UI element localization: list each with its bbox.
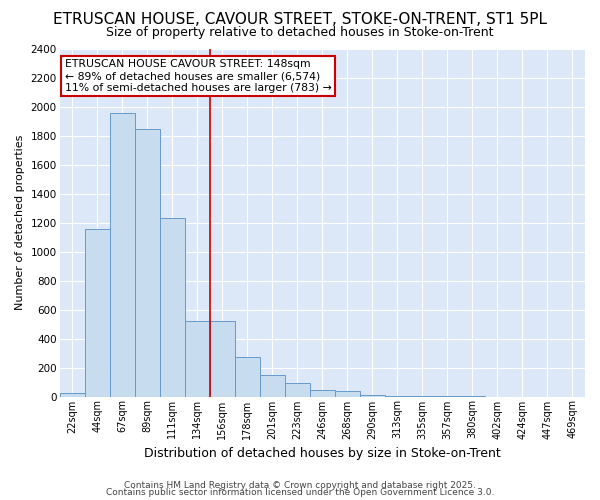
Bar	[59, 394, 85, 396]
Bar	[160, 218, 185, 396]
Text: ETRUSCAN HOUSE, CAVOUR STREET, STOKE-ON-TRENT, ST1 5PL: ETRUSCAN HOUSE, CAVOUR STREET, STOKE-ON-…	[53, 12, 547, 28]
Text: Contains HM Land Registry data © Crown copyright and database right 2025.: Contains HM Land Registry data © Crown c…	[124, 480, 476, 490]
Bar	[110, 112, 134, 397]
Text: Size of property relative to detached houses in Stoke-on-Trent: Size of property relative to detached ho…	[106, 26, 494, 39]
Text: ETRUSCAN HOUSE CAVOUR STREET: 148sqm
← 89% of detached houses are smaller (6,574: ETRUSCAN HOUSE CAVOUR STREET: 148sqm ← 8…	[65, 60, 332, 92]
Y-axis label: Number of detached properties: Number of detached properties	[15, 135, 25, 310]
Bar	[235, 358, 260, 397]
Bar	[85, 228, 110, 396]
X-axis label: Distribution of detached houses by size in Stoke-on-Trent: Distribution of detached houses by size …	[144, 447, 500, 460]
Bar	[335, 391, 360, 396]
Bar	[134, 128, 160, 396]
Bar	[310, 390, 335, 396]
Bar	[185, 321, 210, 396]
Bar	[360, 395, 385, 396]
Bar	[260, 375, 285, 396]
Text: Contains public sector information licensed under the Open Government Licence 3.: Contains public sector information licen…	[106, 488, 494, 497]
Bar	[210, 321, 235, 396]
Bar	[285, 384, 310, 396]
